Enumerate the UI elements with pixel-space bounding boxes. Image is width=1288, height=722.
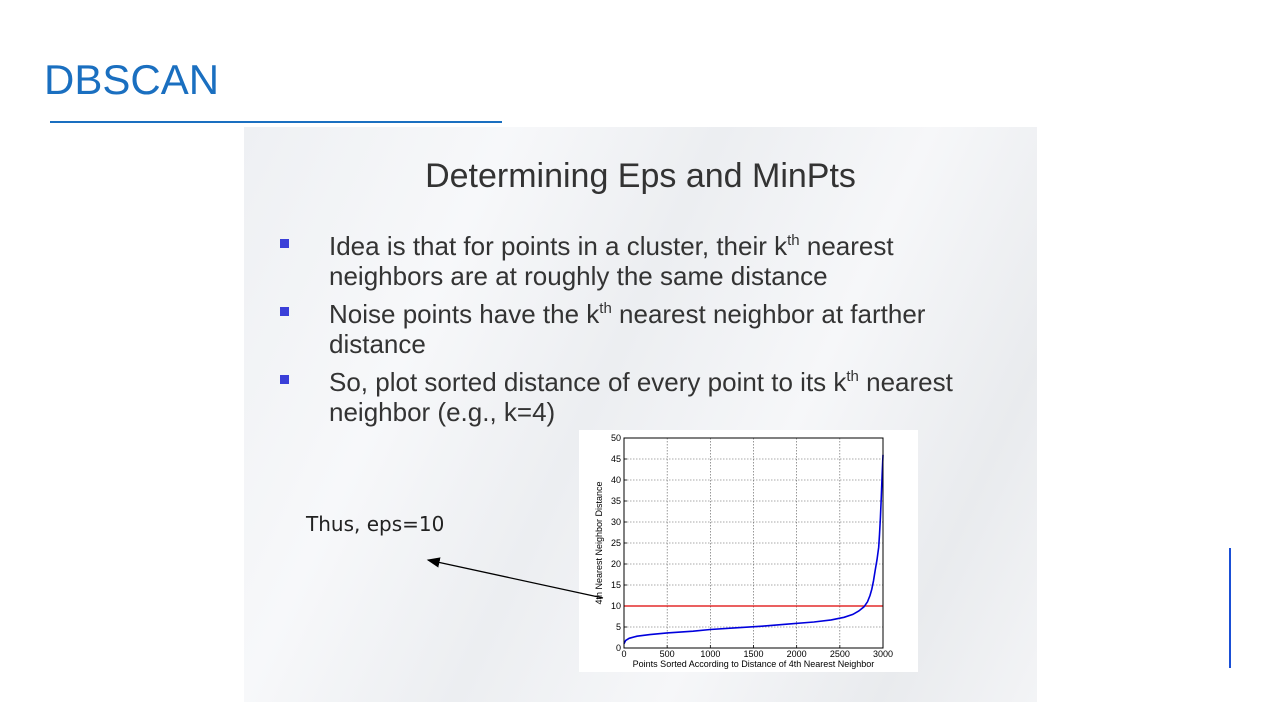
- y-tick-label: 5: [616, 622, 621, 632]
- y-axis-label: 4th Nearest Neighbor Distance: [594, 481, 604, 604]
- x-tick-label: 500: [660, 649, 675, 659]
- y-tick-label: 25: [611, 538, 621, 548]
- square-bullet-icon: [280, 239, 289, 248]
- eps-annotation: Thus, eps=10: [306, 512, 445, 536]
- bullet-text: Idea is that for points in a cluster, th…: [329, 231, 788, 261]
- bullet-text: nearest neighbor (e.g., k=4): [329, 367, 953, 427]
- side-accent-line: [1229, 548, 1231, 668]
- y-tick-label: 0: [616, 643, 621, 653]
- series-line: [623, 454, 884, 645]
- kdist-chart: 0 500 1000 1500 2000 2500 3000 0 5 10 15 20 25 30 35 40…: [594, 433, 893, 669]
- x-tick-label: 3000: [873, 649, 893, 659]
- list-item: So, plot sorted distance of every point …: [280, 367, 979, 427]
- bullet-list: Idea is that for points in a cluster, th…: [280, 231, 979, 435]
- x-axis-label: Points Sorted According to Distance of 4…: [633, 659, 875, 669]
- y-tick-label: 35: [611, 496, 621, 506]
- tick-layer: 0 500 1000 1500 2000 2500 3000 0 5 10 15 20 25 30 35 40…: [611, 433, 893, 659]
- bullet-text: nearest neighbors are at roughly the sam…: [329, 231, 894, 291]
- y-tick-label: 15: [611, 580, 621, 590]
- bullet-superscript: th: [787, 232, 800, 249]
- bullet-text: Noise points have the k: [329, 299, 600, 329]
- square-bullet-icon: [280, 375, 289, 384]
- panel-heading: Determining Eps and MinPts: [425, 157, 856, 195]
- plot-frame: [623, 437, 884, 649]
- chart-container: 0 500 1000 1500 2000 2500 3000 0 5 10 15 20 25 30 35 40…: [579, 430, 918, 672]
- slide-title: DBSCAN: [44, 56, 220, 103]
- y-tick-label: 10: [611, 601, 621, 611]
- x-tick-label: 1500: [743, 649, 763, 659]
- list-item: Noise points have the kth nearest neighb…: [280, 299, 979, 359]
- mark-layer: [623, 454, 884, 645]
- x-tick-label: 1000: [700, 649, 720, 659]
- y-tick-label: 40: [611, 475, 621, 485]
- list-item: Idea is that for points in a cluster, th…: [280, 231, 979, 291]
- bullet-superscript: th: [599, 300, 612, 317]
- x-tick-label: 2000: [787, 649, 807, 659]
- x-tick-label: 2500: [830, 649, 850, 659]
- y-tick-label: 50: [611, 433, 621, 443]
- x-tick-label: 0: [621, 649, 626, 659]
- bullet-text: nearest neighbor at farther distance: [329, 299, 926, 359]
- y-tick-label: 30: [611, 517, 621, 527]
- y-tick-label: 45: [611, 454, 621, 464]
- title-underline: [50, 121, 502, 123]
- bullet-superscript: th: [846, 368, 859, 385]
- bullet-text: So, plot sorted distance of every point …: [329, 367, 847, 397]
- y-tick-label: 20: [611, 559, 621, 569]
- square-bullet-icon: [280, 307, 289, 316]
